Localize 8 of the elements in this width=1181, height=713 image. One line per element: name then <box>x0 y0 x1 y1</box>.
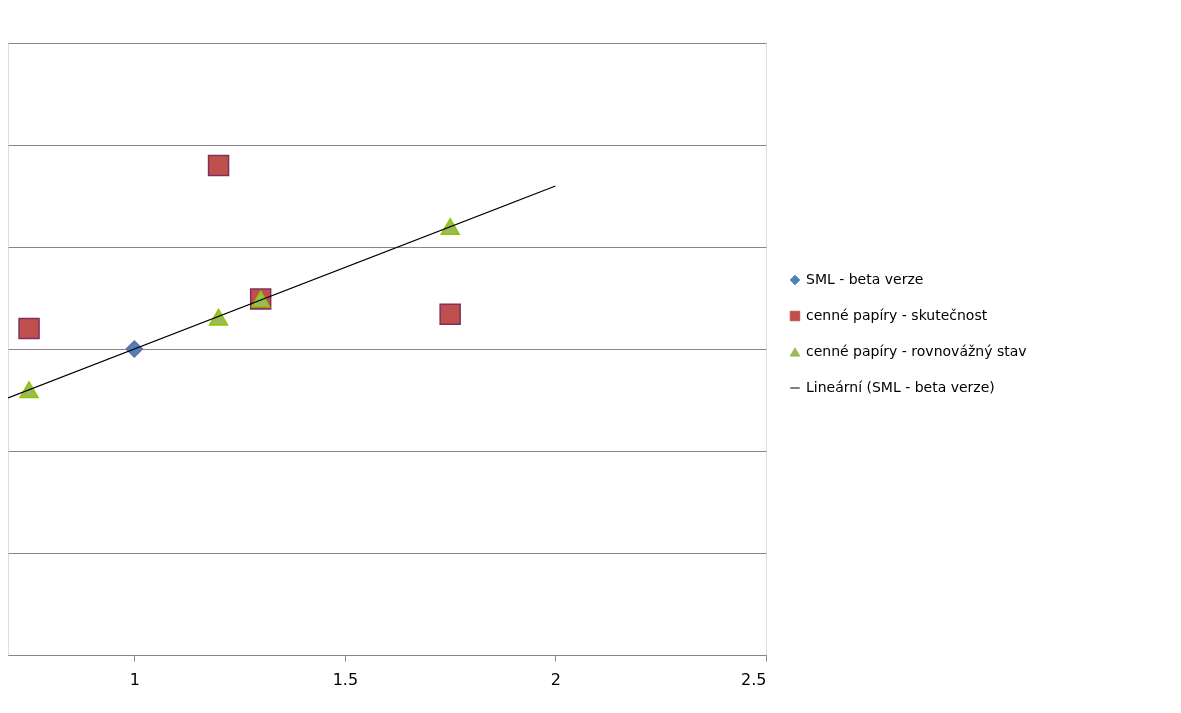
x-tick-label: 1.5 <box>332 669 359 689</box>
legend-label: SML - beta verze <box>806 271 924 287</box>
legend-label: cenné papíry - skutečnost <box>806 307 988 323</box>
x-tick-label: 1 <box>129 669 140 689</box>
x-tick-label: 2.5 <box>741 669 767 689</box>
legend-label: cenné papíry - rovnovážný stav <box>806 343 1027 359</box>
legend-label: Lineární (SML - beta verze) <box>806 379 995 395</box>
x-tick-label: 2 <box>550 669 562 689</box>
